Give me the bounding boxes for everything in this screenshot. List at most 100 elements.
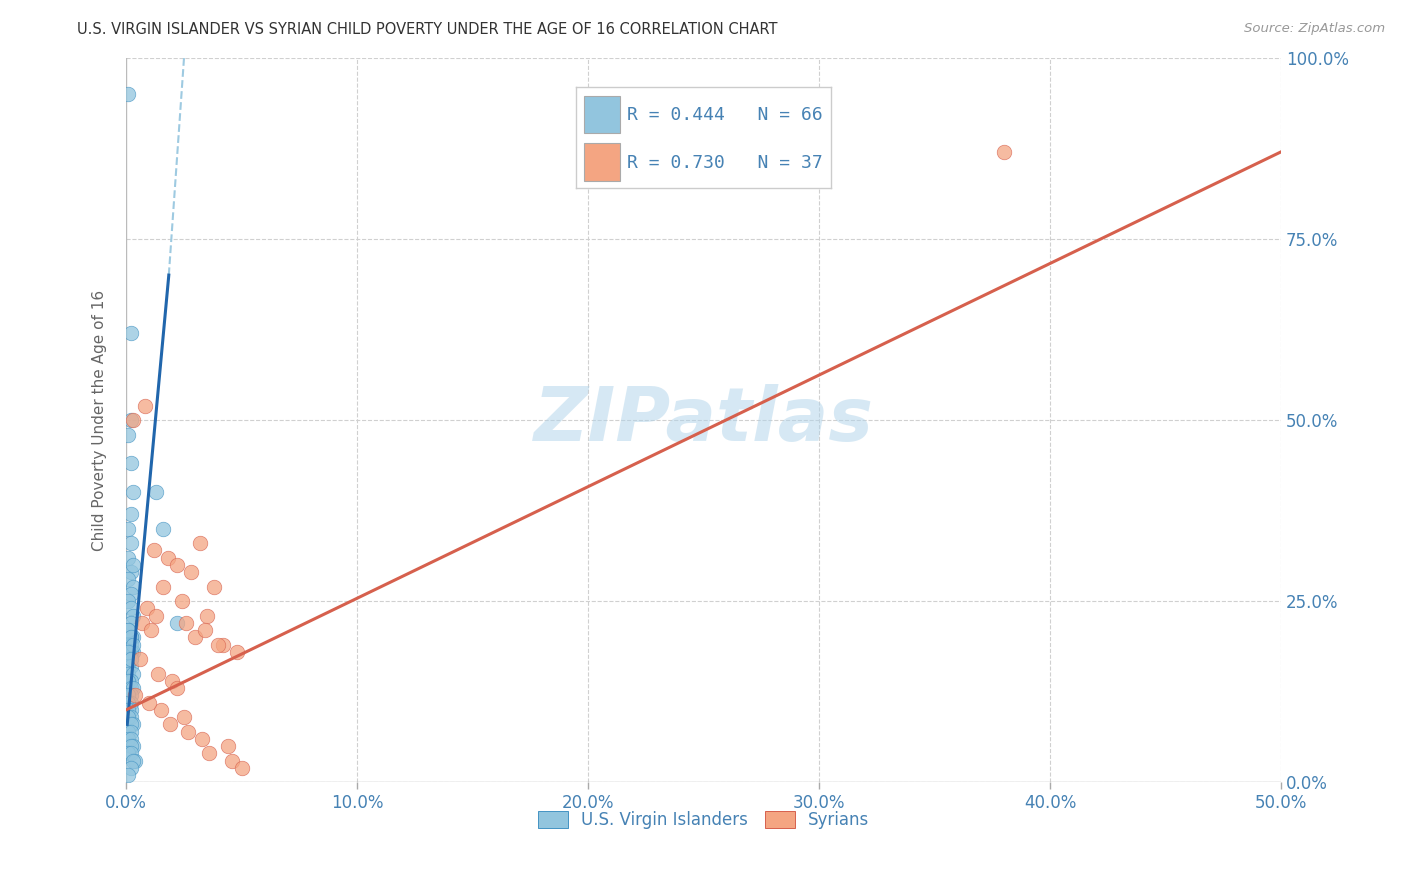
Point bbox=[117, 673, 139, 688]
Point bbox=[226, 645, 249, 659]
Point bbox=[122, 558, 145, 572]
Point bbox=[120, 631, 142, 645]
Point bbox=[117, 623, 139, 637]
Point bbox=[194, 623, 217, 637]
Point bbox=[145, 608, 167, 623]
Legend: U.S. Virgin Islanders, Syrians: U.S. Virgin Islanders, Syrians bbox=[531, 804, 876, 836]
Point bbox=[221, 754, 243, 768]
Point bbox=[129, 652, 152, 666]
Point bbox=[117, 689, 139, 703]
Point bbox=[117, 550, 139, 565]
Point bbox=[120, 565, 142, 579]
Point bbox=[120, 631, 142, 645]
Point bbox=[180, 565, 202, 579]
Point bbox=[117, 703, 139, 717]
Point bbox=[122, 631, 145, 645]
Point bbox=[117, 768, 139, 782]
Point bbox=[152, 522, 174, 536]
Point bbox=[120, 747, 142, 761]
Point bbox=[117, 666, 139, 681]
Point bbox=[117, 659, 139, 673]
Point bbox=[141, 623, 163, 637]
Point bbox=[173, 710, 195, 724]
Point bbox=[122, 485, 145, 500]
Point bbox=[142, 543, 165, 558]
Point bbox=[117, 638, 139, 652]
Point bbox=[162, 673, 184, 688]
Point bbox=[122, 681, 145, 695]
Point bbox=[122, 739, 145, 753]
Point bbox=[120, 536, 142, 550]
Point bbox=[231, 761, 253, 775]
Point bbox=[149, 703, 172, 717]
Point bbox=[170, 594, 193, 608]
Point bbox=[122, 413, 145, 427]
Y-axis label: Child Poverty Under the Age of 16: Child Poverty Under the Age of 16 bbox=[93, 289, 107, 550]
Point bbox=[122, 608, 145, 623]
Point bbox=[166, 615, 188, 630]
Point bbox=[156, 550, 179, 565]
Point bbox=[207, 638, 229, 652]
Point bbox=[120, 645, 142, 659]
Point bbox=[117, 731, 139, 746]
Point bbox=[120, 587, 142, 601]
Point bbox=[117, 724, 139, 739]
Point bbox=[134, 399, 156, 413]
Point bbox=[120, 326, 142, 340]
Text: U.S. VIRGIN ISLANDER VS SYRIAN CHILD POVERTY UNDER THE AGE OF 16 CORRELATION CHA: U.S. VIRGIN ISLANDER VS SYRIAN CHILD POV… bbox=[77, 22, 778, 37]
Point bbox=[120, 739, 142, 753]
Point bbox=[120, 689, 142, 703]
Point bbox=[124, 689, 146, 703]
Point bbox=[120, 457, 142, 471]
Point bbox=[122, 645, 145, 659]
Point bbox=[202, 580, 225, 594]
Point bbox=[117, 645, 139, 659]
Point bbox=[120, 717, 142, 731]
Point bbox=[166, 681, 188, 695]
Point bbox=[120, 710, 142, 724]
Point bbox=[117, 573, 139, 587]
Point bbox=[120, 652, 142, 666]
Point bbox=[120, 652, 142, 666]
Point bbox=[120, 659, 142, 673]
Point bbox=[122, 754, 145, 768]
Point bbox=[120, 615, 142, 630]
Point bbox=[122, 717, 145, 731]
Point bbox=[159, 717, 181, 731]
Point bbox=[217, 739, 239, 753]
Point bbox=[145, 485, 167, 500]
Text: Source: ZipAtlas.com: Source: ZipAtlas.com bbox=[1244, 22, 1385, 36]
Point bbox=[993, 145, 1015, 159]
Point bbox=[135, 601, 157, 615]
Point bbox=[174, 615, 197, 630]
Point bbox=[120, 696, 142, 710]
Point bbox=[120, 681, 142, 695]
Point bbox=[120, 638, 142, 652]
Point bbox=[184, 631, 207, 645]
Point bbox=[120, 507, 142, 521]
Point bbox=[122, 666, 145, 681]
Point bbox=[122, 580, 145, 594]
Point bbox=[120, 601, 142, 615]
Point bbox=[120, 703, 142, 717]
Point bbox=[188, 536, 211, 550]
Point bbox=[120, 724, 142, 739]
Point bbox=[117, 747, 139, 761]
Point bbox=[117, 594, 139, 608]
Point bbox=[138, 696, 160, 710]
Text: ZIPatlas: ZIPatlas bbox=[533, 384, 873, 457]
Point bbox=[117, 710, 139, 724]
Point bbox=[117, 696, 139, 710]
Point bbox=[124, 754, 146, 768]
Point bbox=[117, 427, 139, 442]
Point bbox=[117, 87, 139, 101]
Point bbox=[120, 761, 142, 775]
Point bbox=[198, 747, 221, 761]
Point bbox=[148, 666, 170, 681]
Point bbox=[191, 731, 214, 746]
Point bbox=[117, 652, 139, 666]
Point bbox=[122, 638, 145, 652]
Point bbox=[152, 580, 174, 594]
Point bbox=[212, 638, 235, 652]
Point bbox=[117, 522, 139, 536]
